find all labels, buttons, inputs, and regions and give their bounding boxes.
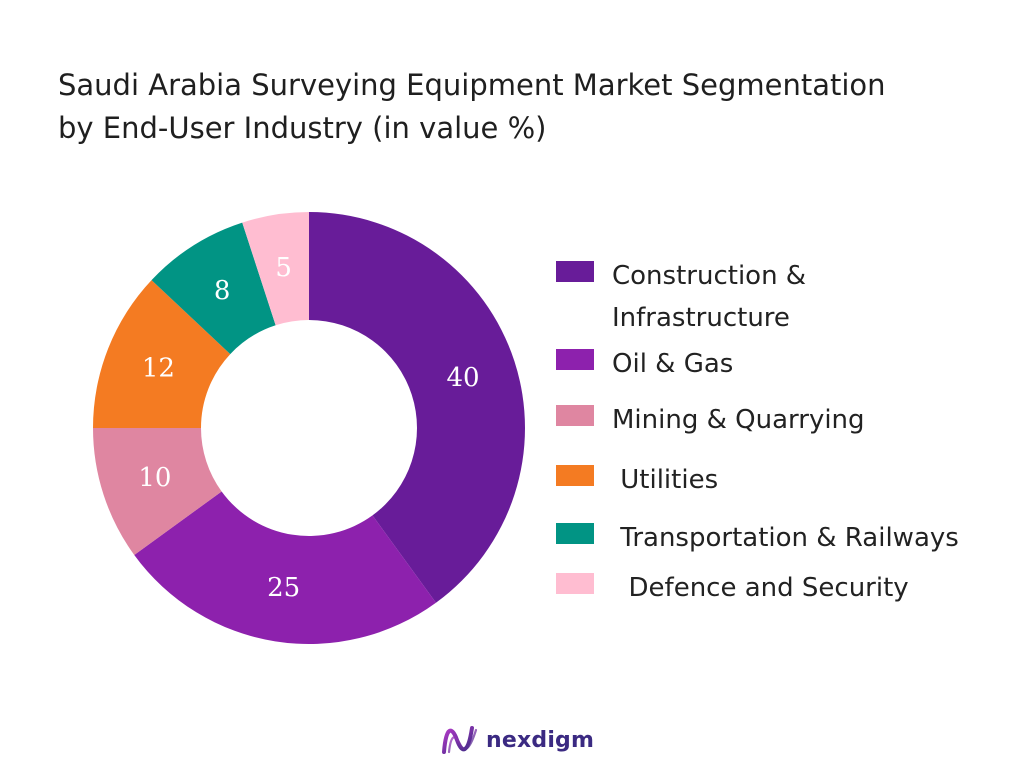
- chart-title-line-2: by End-User Industry (in value %): [58, 111, 547, 145]
- legend-swatch: [556, 465, 594, 486]
- legend-label: Construction & Infrastructure: [612, 255, 806, 339]
- slice-value-label-5: 5: [275, 253, 292, 283]
- chart-title: Saudi Arabia Surveying Equipment Market …: [58, 64, 1008, 150]
- nexdigm-wave-logo-icon: [442, 726, 478, 754]
- chart-title-line-1: Saudi Arabia Surveying Equipment Market …: [58, 68, 886, 102]
- donut-slices: [93, 212, 525, 644]
- brand-logo: nexdigm: [440, 722, 600, 762]
- donut-value-labels: 40 25 10 12 8 5: [138, 253, 479, 603]
- legend-label-line: Defence and Security: [612, 573, 909, 603]
- legend-label: Defence and Security: [612, 567, 909, 609]
- legend-label-line: Utilities: [612, 465, 719, 495]
- legend-label: Mining & Quarrying: [612, 399, 865, 441]
- slice-value-label-2: 10: [138, 463, 171, 493]
- donut-slice-3: [93, 280, 231, 428]
- legend-label: Utilities: [612, 459, 718, 501]
- donut-slice-4: [151, 222, 276, 355]
- slice-value-label-4: 8: [214, 276, 231, 306]
- legend-label-line: Mining & Quarrying: [612, 405, 865, 435]
- legend-label-line: Construction &: [612, 261, 807, 291]
- donut-slice-5: [242, 212, 309, 326]
- brand-name: nexdigm: [486, 728, 595, 753]
- legend-swatch: [556, 261, 594, 282]
- legend-label: Oil & Gas: [612, 343, 733, 385]
- legend-label-line: Oil & Gas: [612, 349, 734, 379]
- legend-swatch: [556, 405, 594, 426]
- slice-value-label-1: 25: [267, 573, 300, 603]
- legend-swatch: [556, 349, 594, 370]
- slice-value-label-0: 40: [447, 363, 480, 393]
- legend-label: Transportation & Railways: [612, 517, 959, 559]
- legend-swatch: [556, 523, 594, 544]
- donut-slice-0: [309, 212, 525, 603]
- legend-label-line: Infrastructure: [612, 303, 790, 333]
- slice-value-label-3: 12: [142, 353, 175, 383]
- legend-swatch: [556, 573, 594, 594]
- donut-slice-1: [134, 491, 436, 644]
- legend-label-line: Transportation & Railways: [612, 523, 959, 553]
- donut-slice-2: [93, 428, 222, 555]
